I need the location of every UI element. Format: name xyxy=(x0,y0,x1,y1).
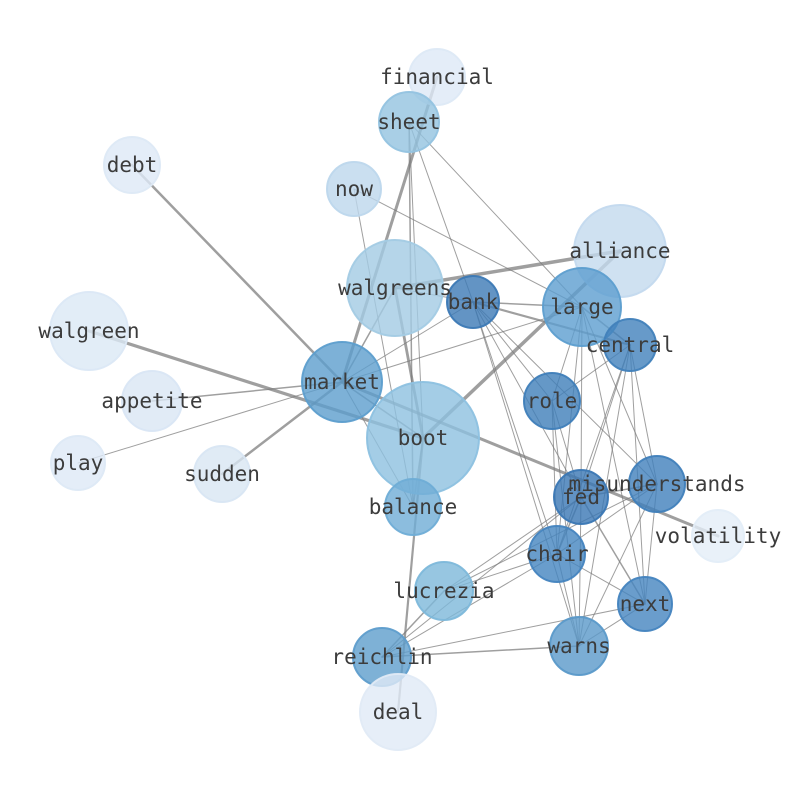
edge-now-large xyxy=(353,188,583,308)
node-sudden xyxy=(193,445,251,503)
edge-debt-market xyxy=(130,163,344,384)
node-role xyxy=(523,372,581,430)
node-label-deal: deal xyxy=(373,700,424,724)
edge-sheet-large xyxy=(408,121,583,308)
node-debt xyxy=(103,136,161,194)
node-label-misunderstands: misunderstands xyxy=(568,472,745,496)
node-market xyxy=(301,341,383,423)
node-label-central: central xyxy=(586,333,675,357)
edge-next-reichlin xyxy=(381,603,646,658)
node-label-large: large xyxy=(550,295,613,319)
node-label-role: role xyxy=(527,389,578,413)
node-lucrezia xyxy=(414,561,474,621)
edge-bank-warns xyxy=(472,301,580,647)
node-warns xyxy=(549,616,609,676)
node-label-now: now xyxy=(335,177,373,201)
node-label-lucrezia: lucrezia xyxy=(393,579,494,603)
node-label-walgreen: walgreen xyxy=(38,319,139,343)
node-label-reichlin: reichlin xyxy=(331,645,432,669)
node-walgreens xyxy=(346,239,444,337)
node-sheet xyxy=(378,91,440,153)
edge-walgreen-boot xyxy=(87,329,425,440)
node-label-financial: financial xyxy=(380,65,494,89)
node-label-volatility: volatility xyxy=(655,524,781,548)
node-balance xyxy=(384,478,442,536)
edge-large-next xyxy=(581,306,646,605)
node-label-play: play xyxy=(53,451,104,475)
node-label-fed: fed xyxy=(562,485,600,509)
node-chair xyxy=(528,525,586,583)
node-next xyxy=(617,576,673,632)
node-appetite xyxy=(121,370,183,432)
node-label-sheet: sheet xyxy=(377,110,440,134)
node-misunderstands xyxy=(628,455,686,513)
labels-layer: financialsheetnowdebtalliancewalgreensba… xyxy=(38,65,781,724)
node-play xyxy=(50,435,106,491)
node-label-alliance: alliance xyxy=(569,239,670,263)
node-walgreen xyxy=(49,291,129,371)
node-volatility xyxy=(691,509,745,563)
node-label-debt: debt xyxy=(107,153,158,177)
node-label-chair: chair xyxy=(525,542,588,566)
nodes-layer xyxy=(49,48,745,751)
edge-sheet-bank xyxy=(408,121,474,303)
edge-market-large xyxy=(341,306,583,383)
edge-warns-reichlin xyxy=(381,645,580,658)
edge-play-market xyxy=(77,381,343,464)
node-label-market: market xyxy=(304,370,380,394)
node-deal xyxy=(359,673,437,751)
node-label-bank: bank xyxy=(448,290,499,314)
node-label-appetite: appetite xyxy=(101,389,202,413)
node-label-walgreens: walgreens xyxy=(338,276,452,300)
node-label-warns: warns xyxy=(547,634,610,658)
node-fed xyxy=(553,469,609,525)
edge-fed-reichlin xyxy=(381,496,582,658)
node-label-boot: boot xyxy=(398,426,449,450)
node-financial xyxy=(408,48,466,106)
node-large xyxy=(542,267,622,347)
node-label-next: next xyxy=(620,592,671,616)
edge-bank-chair xyxy=(472,301,558,555)
node-bank xyxy=(446,275,500,329)
node-now xyxy=(326,161,382,217)
node-label-sudden: sudden xyxy=(184,462,260,486)
edge-role-warns xyxy=(551,400,580,647)
node-central xyxy=(603,318,657,372)
node-label-balance: balance xyxy=(369,495,458,519)
